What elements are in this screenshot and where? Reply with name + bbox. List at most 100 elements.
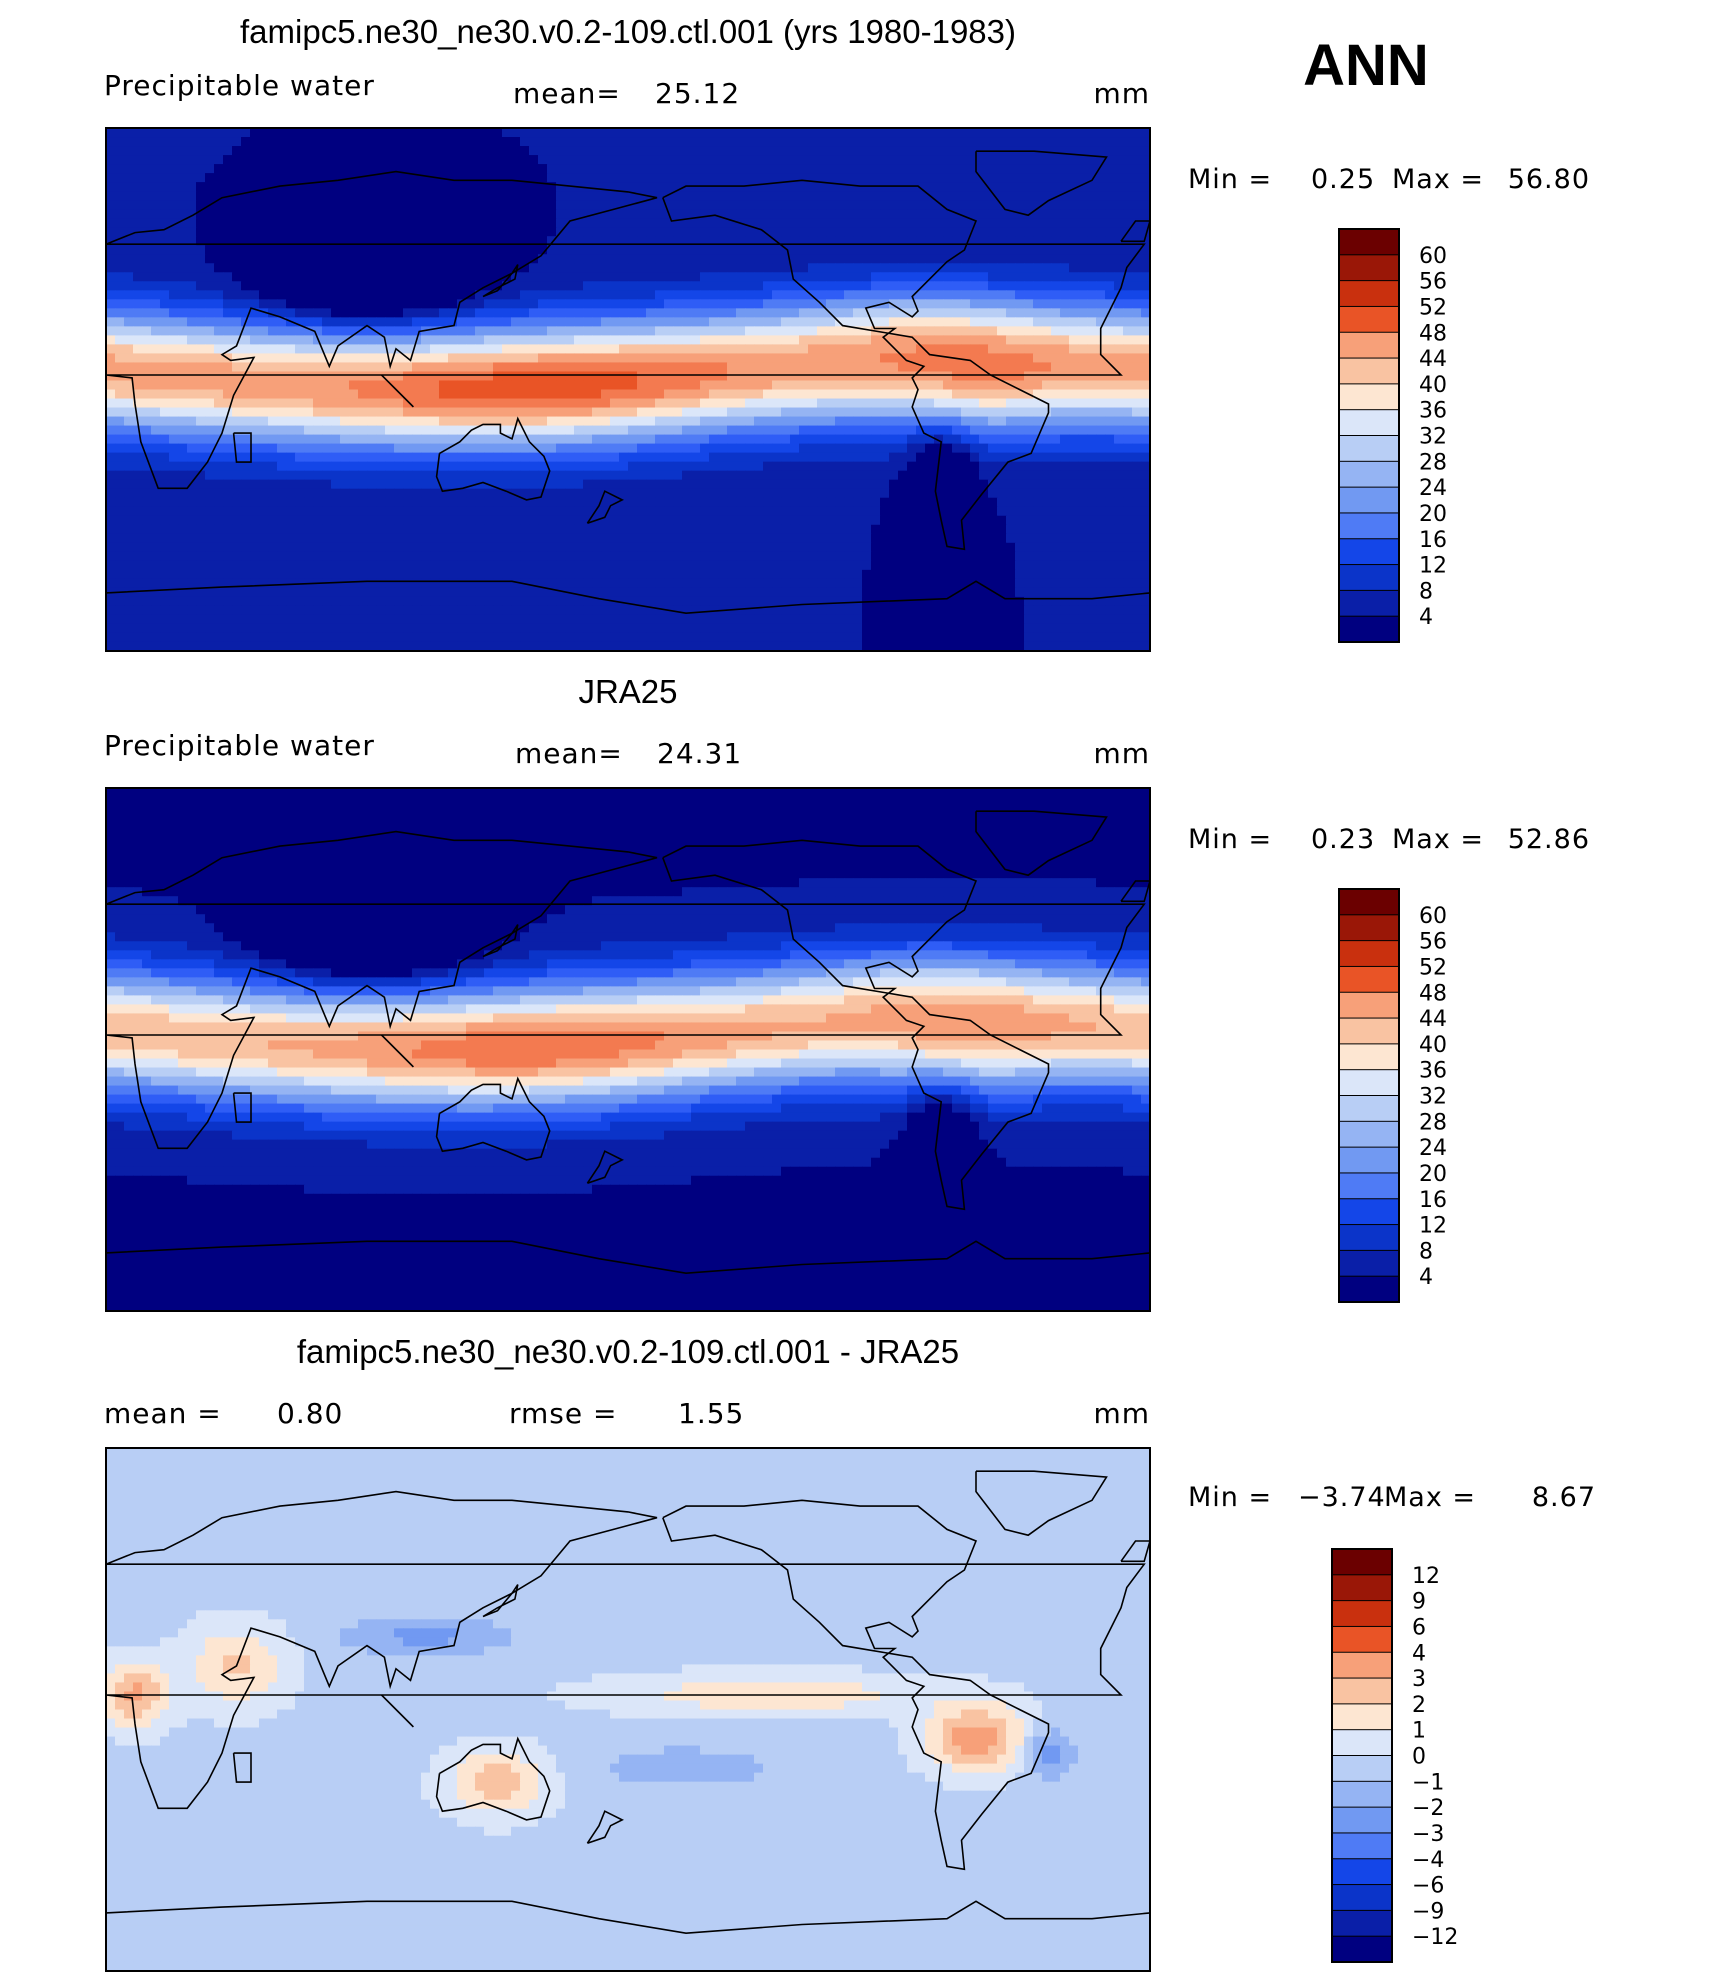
field-cell bbox=[691, 461, 701, 472]
field-cell bbox=[313, 200, 323, 210]
field-cell bbox=[628, 470, 638, 481]
field-cell bbox=[295, 164, 305, 174]
field-cell bbox=[538, 416, 548, 427]
field-cell bbox=[1096, 128, 1106, 138]
field-cell bbox=[889, 479, 899, 490]
field-cell bbox=[169, 146, 179, 156]
field-cell bbox=[889, 353, 899, 364]
field-cell bbox=[745, 245, 755, 255]
field-cell bbox=[529, 263, 539, 273]
field-cell bbox=[934, 137, 944, 147]
field-cell bbox=[520, 326, 530, 336]
field-cell bbox=[700, 479, 710, 490]
field-cell bbox=[457, 236, 467, 246]
field-cell bbox=[286, 335, 296, 346]
field-cell bbox=[1024, 425, 1034, 436]
field-cell bbox=[880, 137, 890, 147]
field-cell bbox=[871, 506, 881, 517]
field-cell bbox=[1042, 218, 1052, 228]
field-cell bbox=[187, 335, 197, 346]
field-cell bbox=[421, 488, 431, 499]
field-cell bbox=[205, 290, 215, 300]
field-cell bbox=[952, 389, 962, 400]
field-cell bbox=[511, 137, 521, 147]
field-cell bbox=[943, 155, 953, 165]
field-cell bbox=[295, 173, 305, 183]
field-cell bbox=[151, 254, 161, 264]
field-cell bbox=[286, 470, 296, 481]
field-cell bbox=[736, 461, 746, 472]
field-cell bbox=[1087, 191, 1097, 201]
field-cell bbox=[556, 191, 566, 201]
field-cell bbox=[511, 479, 521, 490]
field-cell bbox=[394, 272, 404, 282]
field-cell bbox=[1024, 416, 1034, 427]
field-cell bbox=[187, 299, 197, 309]
field-cell bbox=[790, 425, 800, 436]
field-cell bbox=[286, 254, 296, 264]
field-cell bbox=[520, 353, 530, 364]
field-cell bbox=[1051, 137, 1061, 147]
field-cell bbox=[565, 299, 575, 309]
field-cell bbox=[223, 479, 233, 490]
field-cell bbox=[619, 281, 629, 291]
field-cell bbox=[439, 245, 449, 255]
field-cell bbox=[781, 362, 791, 373]
field-cell bbox=[781, 416, 791, 427]
field-cell bbox=[772, 137, 782, 147]
field-cell bbox=[907, 218, 917, 228]
field-cell bbox=[835, 407, 845, 418]
field-cell bbox=[340, 146, 350, 156]
field-cell bbox=[295, 263, 305, 273]
field-cell bbox=[1069, 497, 1079, 508]
field-cell bbox=[1141, 308, 1150, 318]
field-cell bbox=[1060, 362, 1070, 373]
field-cell bbox=[772, 191, 782, 201]
field-cell bbox=[385, 290, 395, 300]
field-cell bbox=[115, 470, 125, 481]
field-cell bbox=[610, 290, 620, 300]
field-cell bbox=[835, 353, 845, 364]
field-cell bbox=[664, 200, 674, 210]
field-cell bbox=[1114, 353, 1124, 364]
field-cell bbox=[205, 362, 215, 373]
field-cell bbox=[1042, 407, 1052, 418]
field-cell bbox=[349, 380, 359, 391]
field-cell bbox=[961, 299, 971, 309]
field-cell bbox=[1123, 362, 1133, 373]
field-cell bbox=[349, 443, 359, 454]
field-cell bbox=[997, 245, 1007, 255]
field-cell bbox=[241, 416, 251, 427]
field-cell bbox=[1132, 191, 1142, 201]
field-cell bbox=[682, 335, 692, 346]
field-cell bbox=[511, 164, 521, 174]
field-cell bbox=[1006, 299, 1016, 309]
field-cell bbox=[799, 398, 809, 409]
field-cell bbox=[250, 479, 260, 490]
field-cell bbox=[160, 245, 170, 255]
field-cell bbox=[1069, 443, 1079, 454]
field-cell bbox=[781, 461, 791, 472]
field-cell bbox=[439, 299, 449, 309]
field-cell bbox=[277, 173, 287, 183]
field-cell bbox=[1069, 290, 1079, 300]
field-cell bbox=[520, 380, 530, 391]
field-cell bbox=[592, 317, 602, 327]
field-cell bbox=[349, 371, 359, 382]
field-cell bbox=[1123, 353, 1133, 364]
field-cell bbox=[1105, 137, 1115, 147]
field-cell bbox=[799, 497, 809, 508]
field-cell bbox=[196, 173, 206, 183]
field-cell bbox=[745, 137, 755, 147]
units-label: mm bbox=[1093, 77, 1150, 110]
field-cell bbox=[340, 263, 350, 273]
field-cell bbox=[880, 362, 890, 373]
field-cell bbox=[466, 182, 476, 192]
field-cell bbox=[781, 218, 791, 228]
field-cell bbox=[691, 209, 701, 219]
field-cell bbox=[601, 245, 611, 255]
field-cell bbox=[934, 470, 944, 481]
field-cell bbox=[718, 488, 728, 499]
field-cell bbox=[133, 128, 143, 138]
field-cell bbox=[439, 461, 449, 472]
